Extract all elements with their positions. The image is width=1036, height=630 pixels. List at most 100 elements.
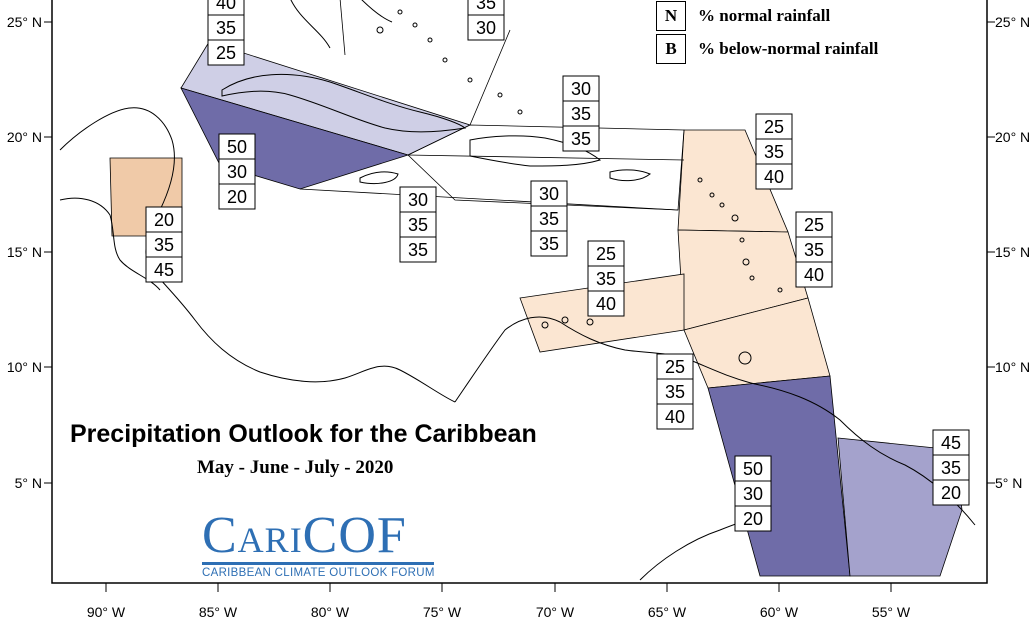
longitude-label: 80° W	[311, 604, 350, 620]
outlook-box-value: 30	[408, 190, 428, 210]
legend-row-normal: N % normal rainfall	[656, 0, 830, 32]
outlook-box-value: 20	[743, 509, 763, 529]
latitude-label-left: 20° N	[7, 129, 42, 145]
outlook-box-value: 35	[476, 0, 496, 13]
outlook-box-cell	[656, 378, 694, 405]
outlook-value-boxes: 4035253530303535503020203545303535303535…	[145, 0, 970, 532]
outlook-box-guyana: 50 30 20	[734, 455, 772, 532]
outlook-box-cell	[145, 256, 183, 283]
outlook-box-cell	[932, 429, 970, 456]
outlook-box-value: 20	[941, 483, 961, 503]
legend-row-below: B % below-normal rainfall	[656, 33, 878, 65]
outlook-box-cell	[218, 183, 256, 210]
outlook-box-value: 35	[216, 18, 236, 38]
longitude-label: 55° W	[872, 604, 911, 620]
logo-main-text: CariCOF	[202, 507, 407, 564]
outlook-box-bahamas-north: 40 35 25	[207, 0, 245, 66]
outlook-box-cell	[795, 236, 833, 263]
outlook-box-cell	[562, 125, 600, 152]
outlook-box-value: 35	[408, 240, 428, 260]
latitude-labels-right: 25° N 20° N 15° N 10° N 5° N	[987, 14, 1030, 491]
outlook-box-value: 30	[571, 79, 591, 99]
outlook-box-cayman: 50 30 20	[218, 133, 256, 210]
outlook-box-cell	[530, 180, 568, 207]
outlook-box-cell	[587, 265, 625, 292]
latitude-labels-left: 25° N 20° N 15° N 10° N 5° N	[7, 14, 52, 491]
outlook-box-value: 25	[804, 215, 824, 235]
outlook-box-value: 20	[154, 210, 174, 230]
outlook-box-hispaniola-south: 30 35 35	[530, 180, 568, 257]
outlook-box-cell	[399, 236, 437, 263]
outlook-box-cell	[932, 454, 970, 481]
legend-text-normal: % normal rainfall	[698, 6, 831, 25]
latitude-label-right: 25° N	[995, 14, 1030, 30]
outlook-box-value: 40	[804, 265, 824, 285]
outlook-regions	[109, 41, 963, 577]
outlook-box-cell	[467, 14, 505, 41]
latitude-label-left: 5° N	[15, 475, 42, 491]
longitude-label: 70° W	[536, 604, 575, 620]
outlook-box-cell	[734, 505, 772, 532]
outlook-box-value: 45	[941, 433, 961, 453]
caricof-logo: CariCOF CARIBBEAN CLIMATE OUTLOOK FORUM	[202, 507, 435, 579]
outlook-box-value: 35	[539, 234, 559, 254]
longitude-label: 90° W	[87, 604, 126, 620]
legend-key-normal: N	[656, 1, 686, 31]
outlook-box-value: 25	[216, 43, 236, 63]
outlook-box-cell	[932, 479, 970, 506]
outlook-box-value: 35	[941, 458, 961, 478]
outlook-box-cell	[530, 205, 568, 232]
outlook-box-value: 35	[665, 382, 685, 402]
outlook-box-jamaica: 30 35 35	[399, 186, 437, 263]
latitude-label-right: 15° N	[995, 244, 1030, 260]
outlook-box-value: 25	[764, 117, 784, 137]
outlook-box-cell	[207, 39, 245, 66]
outlook-box-value: 40	[764, 167, 784, 187]
latitude-label-left: 10° N	[7, 359, 42, 375]
outlook-box-cell	[656, 403, 694, 430]
outlook-box-value: 35	[154, 235, 174, 255]
outlook-box-value: 35	[571, 129, 591, 149]
legend-text-below: % below-normal rainfall	[698, 39, 879, 58]
outlook-box-value: 25	[665, 357, 685, 377]
outlook-box-cell	[587, 240, 625, 267]
outlook-box-cell	[530, 230, 568, 257]
logo-sub-text: CARIBBEAN CLIMATE OUTLOOK FORUM	[202, 567, 435, 579]
outlook-box-value: 20	[227, 187, 247, 207]
outlook-box-value: 35	[539, 209, 559, 229]
outlook-box-cell	[562, 75, 600, 102]
outlook-box-value: 50	[743, 459, 763, 479]
outlook-box-leeward-islands: 25 35 40	[755, 113, 793, 190]
outlook-box-cell	[734, 480, 772, 507]
outlook-box-trinidad: 25 35 40	[656, 353, 694, 430]
outlook-box-value: 30	[227, 162, 247, 182]
outlook-box-cell	[755, 163, 793, 190]
outlook-box-value: 35	[804, 240, 824, 260]
outlook-box-value: 50	[227, 137, 247, 157]
outlook-box-value: 35	[596, 269, 616, 289]
outlook-box-cell	[795, 261, 833, 288]
latitude-label-left: 25° N	[7, 14, 42, 30]
small-islands	[376, 9, 783, 365]
outlook-box-value: 40	[596, 294, 616, 314]
longitude-label: 65° W	[648, 604, 687, 620]
outlook-box-belize: 20 35 45	[145, 206, 183, 283]
outlook-box-value: 30	[743, 484, 763, 504]
outlook-box-value: 25	[596, 244, 616, 264]
longitude-label: 75° W	[423, 604, 462, 620]
longitude-label: 85° W	[199, 604, 238, 620]
outlook-box-cell	[734, 455, 772, 482]
outlook-box-value: 45	[154, 260, 174, 280]
outlook-box-value: 40	[216, 0, 236, 13]
legend-key-below: B	[656, 34, 686, 64]
outlook-box-suriname: 45 35 20	[932, 429, 970, 506]
outlook-box-abc-islands: 25 35 40	[587, 240, 625, 317]
latitude-label-right: 20° N	[995, 129, 1030, 145]
outlook-box-cell	[399, 211, 437, 238]
outlook-box-cell	[755, 113, 793, 140]
longitude-label: 60° W	[760, 604, 799, 620]
longitude-labels: 90° W 85° W 80° W 75° W 70° W 65° W 60° W 55° W	[87, 583, 911, 620]
latitude-label-right: 5° N	[995, 475, 1022, 491]
